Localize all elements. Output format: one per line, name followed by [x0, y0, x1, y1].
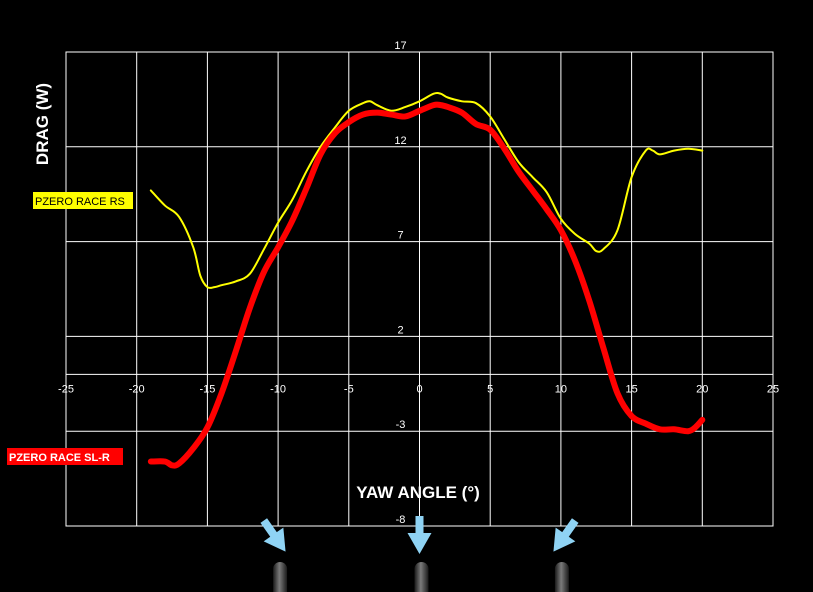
- grid: [65, 51, 774, 527]
- x-tick-label: 15: [625, 383, 637, 395]
- x-tick-label: 25: [767, 383, 779, 395]
- y-axis-title: DRAG (W): [33, 83, 52, 165]
- y-tick-label: 2: [397, 324, 403, 336]
- post-icon: [273, 562, 288, 592]
- x-tick-label: -20: [129, 383, 145, 395]
- x-tick-label: -5: [344, 383, 354, 395]
- legend-rs: PZERO RACE RS: [33, 192, 133, 209]
- x-tick-label: 0: [416, 383, 422, 395]
- x-tick-label: -15: [199, 383, 215, 395]
- yaw-markers: [260, 516, 579, 592]
- legend-sl-label: PZERO RACE SL-R: [9, 452, 110, 464]
- post-icon: [554, 562, 569, 592]
- legend-rs-label: PZERO RACE RS: [35, 196, 125, 208]
- series-line-pzero-race-rs: [149, 91, 704, 290]
- series-line-pzero-race-sl-r: [147, 101, 706, 469]
- y-tick-label: 17: [394, 40, 406, 52]
- x-tick-label: -25: [58, 383, 74, 395]
- tick-labels: -25 -20 -15 -10 -5 0 5 10 15 20 25 17 12 7 2 -3 -8: [58, 40, 779, 526]
- x-tick-label: 20: [696, 383, 708, 395]
- y-tick-label: -8: [396, 514, 406, 526]
- legend-sl-swatch: [7, 448, 123, 465]
- arrow-center-icon: [407, 516, 432, 554]
- x-tick-label: 5: [487, 383, 493, 395]
- x-tick-label: 10: [555, 383, 567, 395]
- x-tick-label: -10: [270, 383, 286, 395]
- post-icon: [414, 562, 429, 592]
- y-tick-label: -3: [396, 419, 406, 431]
- legend-rs-swatch: [33, 192, 133, 209]
- arrow-left-icon: [260, 518, 286, 552]
- x-axis-title: YAW ANGLE (°): [356, 483, 480, 502]
- y-tick-label: 7: [397, 230, 403, 242]
- y-tick-label: 12: [394, 135, 406, 147]
- series-lines: [147, 91, 706, 469]
- arrow-right-icon: [553, 518, 579, 552]
- legend-sl: PZERO RACE SL-R: [7, 448, 123, 465]
